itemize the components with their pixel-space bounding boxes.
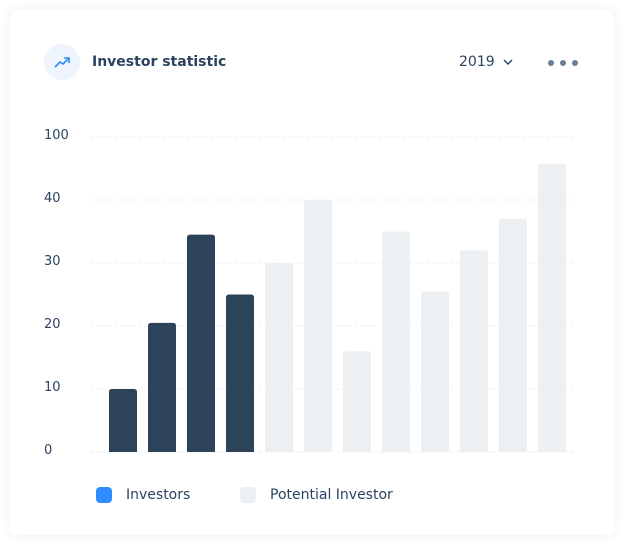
y-tick-label: 0 — [44, 443, 53, 458]
bar-potential-investor[interactable] — [265, 263, 293, 452]
bar-potential-investor[interactable] — [304, 200, 332, 452]
legend-swatch-investors — [96, 487, 112, 503]
legend-investors[interactable]: Investors — [96, 487, 190, 503]
bar-potential-investor[interactable] — [421, 291, 449, 452]
bar-investors[interactable] — [187, 234, 215, 452]
year-value: 2019 — [459, 54, 495, 70]
bar-potential-investor[interactable] — [382, 231, 410, 453]
legend-label-investors: Investors — [126, 487, 191, 503]
bar-potential-investor[interactable] — [460, 250, 488, 452]
bar-potential-investor[interactable] — [499, 218, 527, 452]
bar-investors[interactable] — [109, 389, 137, 452]
bar-potential-investor[interactable] — [343, 351, 371, 452]
bar-investors[interactable] — [148, 322, 176, 452]
legend-label-potential-investor: Potential Investor — [270, 487, 393, 503]
y-tick-label: 10 — [44, 380, 61, 395]
more-horizontal-icon[interactable] — [548, 60, 578, 66]
bar-investors[interactable] — [226, 294, 254, 453]
y-tick-label: 30 — [44, 254, 61, 269]
year-dropdown[interactable]: 2019 — [459, 54, 513, 70]
legend-potential-investor[interactable]: Potential Investor — [240, 487, 393, 503]
chevron-down-icon — [503, 59, 513, 65]
bar-potential-investor[interactable] — [538, 164, 566, 453]
y-tick-label: 40 — [44, 191, 61, 206]
y-tick-label: 20 — [44, 317, 61, 332]
card-title: Investor statistic — [92, 54, 227, 70]
trending-up-icon — [44, 44, 80, 80]
y-tick-label: 100 — [44, 128, 69, 143]
legend-swatch-potential-investor — [240, 487, 256, 503]
